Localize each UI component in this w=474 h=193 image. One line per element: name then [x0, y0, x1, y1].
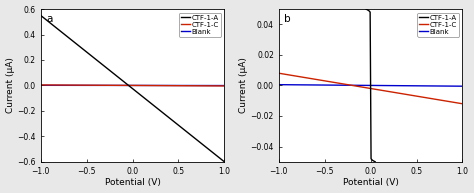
- Y-axis label: Current (µA): Current (µA): [6, 58, 15, 113]
- Line: CTF-1-A: CTF-1-A: [366, 9, 375, 162]
- Legend: CTF-1-A, CTF-1-C, Blank: CTF-1-A, CTF-1-C, Blank: [179, 13, 221, 37]
- Legend: CTF-1-A, CTF-1-C, Blank: CTF-1-A, CTF-1-C, Blank: [417, 13, 459, 37]
- CTF-1-A: [363, 8, 369, 10]
- CTF-1-A: [370, 159, 375, 161]
- Text: a: a: [46, 14, 53, 24]
- CTF-1-A: [366, 9, 372, 12]
- X-axis label: Potential (V): Potential (V): [343, 179, 399, 187]
- CTF-1-A: [368, 84, 374, 87]
- CTF-1-A: [368, 158, 374, 160]
- CTF-1-A: [373, 161, 378, 163]
- X-axis label: Potential (V): Potential (V): [105, 179, 161, 187]
- Y-axis label: Current (µA): Current (µA): [239, 58, 248, 113]
- Text: b: b: [284, 14, 291, 24]
- CTF-1-A: [367, 11, 373, 13]
